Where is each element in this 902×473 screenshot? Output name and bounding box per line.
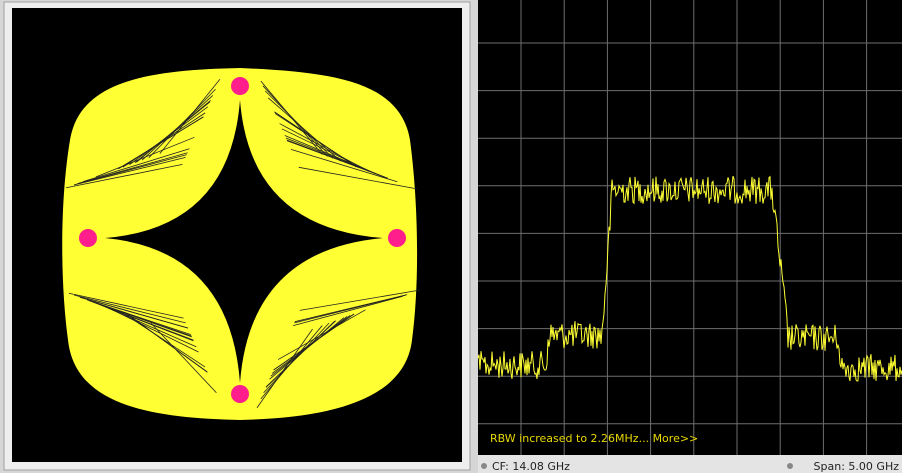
symbol-point — [231, 77, 249, 95]
streak — [294, 294, 406, 324]
streak — [299, 289, 420, 311]
streak — [286, 139, 388, 179]
streak — [76, 154, 187, 185]
streak — [277, 309, 366, 360]
spectrum-trace — [477, 175, 902, 382]
footer-bar — [478, 455, 902, 473]
streak — [269, 317, 345, 380]
streak — [293, 295, 403, 326]
streak — [281, 128, 375, 174]
symbol-point — [79, 229, 97, 247]
streak — [268, 97, 341, 162]
center-frequency[interactable]: CF: 14.08 GHz — [492, 460, 570, 473]
streak — [290, 149, 398, 183]
constellation-trace — [62, 68, 420, 420]
symbol-point — [388, 229, 406, 247]
streak — [262, 85, 328, 157]
streak — [122, 312, 206, 368]
streak — [83, 148, 190, 182]
streak — [106, 306, 199, 353]
cf-icon[interactable] — [481, 463, 487, 469]
status-message[interactable]: RBW increased to 2.26MHz... More>> — [490, 432, 698, 445]
streak — [127, 314, 208, 373]
streak — [79, 296, 189, 329]
streak — [256, 328, 313, 408]
streak — [66, 164, 183, 189]
streak — [86, 299, 191, 336]
symbol-point — [231, 385, 249, 403]
streak — [260, 325, 323, 400]
streak — [93, 301, 194, 342]
streak — [273, 313, 355, 371]
streak — [73, 156, 186, 186]
streak — [74, 294, 186, 324]
span-icon[interactable] — [787, 463, 793, 469]
streak — [78, 152, 188, 184]
streak — [298, 166, 418, 190]
streak — [68, 292, 184, 319]
streak — [141, 95, 214, 161]
span[interactable]: Span: 5.00 GHz — [814, 460, 900, 473]
streak — [274, 111, 357, 168]
streak — [150, 322, 217, 394]
spectrum-plot — [478, 0, 902, 455]
